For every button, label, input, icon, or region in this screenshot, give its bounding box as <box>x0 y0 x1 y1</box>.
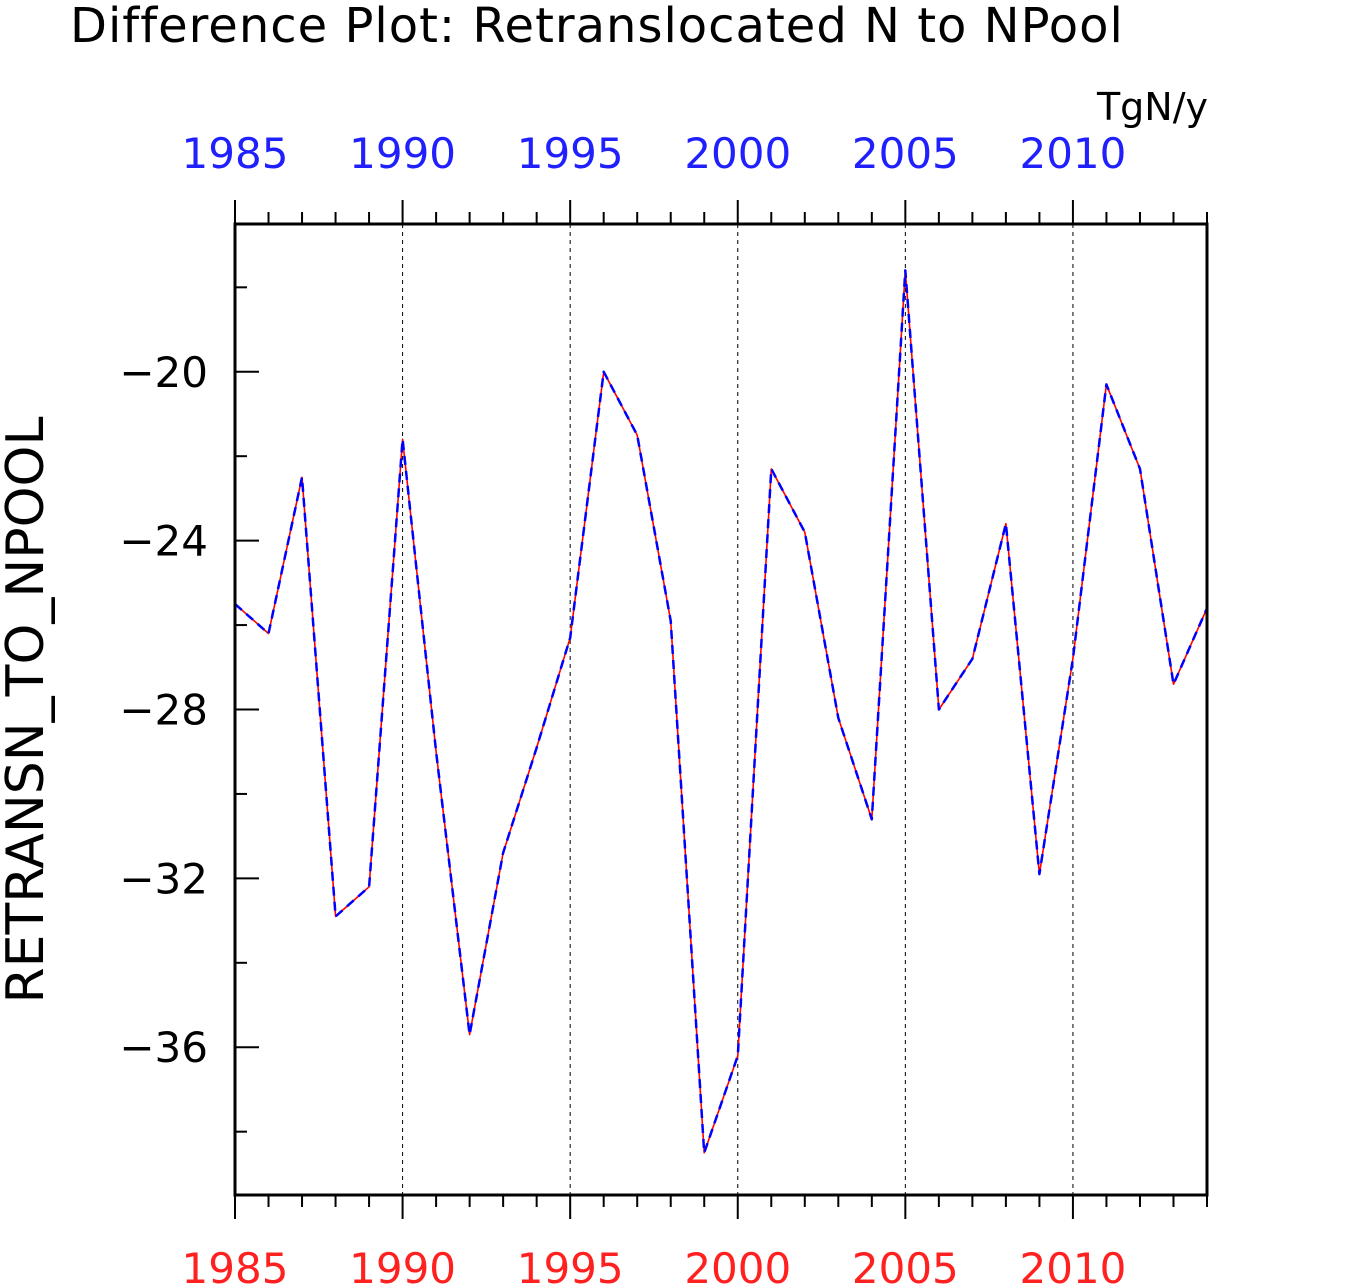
axes <box>233 200 1209 1219</box>
series-line-2 <box>234 269 1209 1155</box>
y-tick-label: −20 <box>119 348 208 397</box>
tick-labels: 1985 1985 1990 1990 1995 1995 2000 2000 2005 2005… <box>119 129 1126 1286</box>
x-tick-label-top: 1995 <box>517 129 624 178</box>
y-tick-label: −36 <box>119 1023 208 1072</box>
x-tick-label-bottom: 2010 <box>1019 1244 1126 1286</box>
x-tick-label-bottom: 1995 <box>517 1244 624 1286</box>
plot-frame <box>233 222 1209 1197</box>
series-lines <box>234 269 1209 1155</box>
x-tick-label-top: 2000 <box>684 129 791 178</box>
x-tick-label-top: 2010 <box>1019 129 1126 178</box>
x-tick-label-top: 1985 <box>182 129 289 178</box>
y-tick-label: −32 <box>119 854 208 903</box>
units-label: TgN/y <box>1096 85 1208 129</box>
x-tick-label-top: 1990 <box>349 129 456 178</box>
grid-lines <box>402 224 1074 1195</box>
x-tick-label-top: 2005 <box>852 129 959 178</box>
x-tick-label-bottom: 2000 <box>684 1244 791 1286</box>
y-tick-label: −28 <box>119 686 208 735</box>
chart-title: Difference Plot: Retranslocated N to NPo… <box>70 0 1124 54</box>
y-tick-label: −24 <box>119 517 208 566</box>
x-tick-label-bottom: 1985 <box>182 1244 289 1286</box>
x-tick-label-bottom: 1990 <box>349 1244 456 1286</box>
y-axis-label: RETRANSN_TO_NPOOL <box>0 417 56 1004</box>
series-line-1 <box>234 269 1208 1154</box>
x-tick-label-bottom: 2005 <box>852 1244 959 1286</box>
